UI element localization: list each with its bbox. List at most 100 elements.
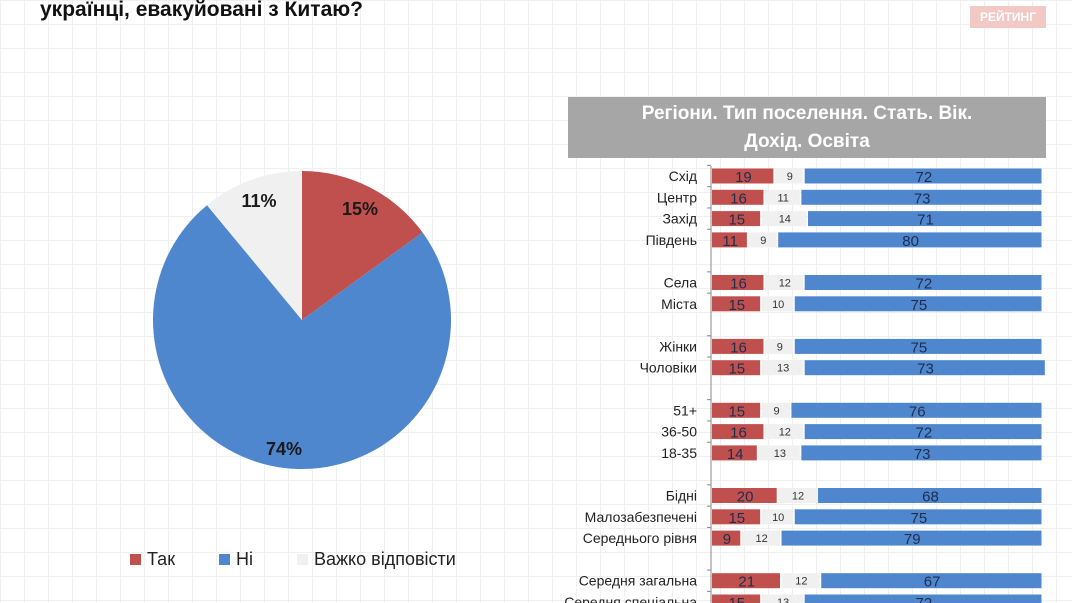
bar-segment: [761, 402, 790, 418]
bar-segment: [794, 509, 1042, 525]
bar-value-label: 15: [728, 212, 745, 229]
bar-value-label: 73: [917, 361, 934, 378]
bar-segment: [804, 424, 1042, 440]
bar-value-label: 10: [772, 299, 784, 311]
bar-segment: [712, 168, 774, 184]
rating-logo: РЕЙТИНГ: [970, 6, 1046, 28]
bar-category-label: Середня спеціальна: [564, 594, 697, 603]
bar-segment: [817, 488, 1042, 503]
bar-value-label: 16: [730, 276, 747, 293]
bar-value-label: 9: [760, 235, 766, 247]
bar-value-label: 12: [795, 576, 807, 588]
bar-value-label: 12: [756, 533, 768, 545]
bar-segment: [712, 402, 761, 418]
bar-segment: [781, 530, 1042, 546]
bar-chart-title: Регіони. Тип поселення. Стать. Вік. Дохі…: [568, 97, 1046, 158]
pie-label-3: 11%: [241, 191, 276, 211]
bar-category-label: Центр: [657, 189, 697, 205]
bar-value-label: 16: [730, 425, 747, 442]
legend-label-hard: Важко відповісти: [314, 549, 456, 569]
bar-chart-title-line1: Регіони. Тип поселення. Стать. Вік.: [641, 103, 973, 124]
bar-value-label: 20: [737, 489, 754, 506]
bar-segment: [761, 509, 794, 525]
bar-segment: [712, 530, 741, 546]
legend-swatch-hard: [297, 554, 308, 565]
bar-value-label: 9: [723, 531, 731, 548]
bar-value-label: 13: [774, 448, 786, 460]
bar-value-label: 73: [914, 446, 931, 463]
bar-category-label: Середня загальна: [579, 573, 698, 589]
pie-label-1: 15%: [342, 199, 378, 219]
bar-value-label: 12: [792, 491, 804, 503]
bar-segment: [712, 275, 764, 290]
bar-segment: [712, 338, 764, 354]
bar-segment: [761, 360, 804, 376]
bar-category-label: Жінки: [659, 338, 697, 354]
bar-value-label: 15: [728, 297, 745, 314]
bar-category-label: Чоловіки: [640, 360, 697, 376]
bar-segment: [712, 445, 757, 461]
bar-category-label: 51+: [673, 402, 697, 418]
bar-value-label: 15: [728, 403, 745, 420]
bar-segment: [804, 168, 1042, 184]
bar-value-label: 75: [911, 510, 928, 527]
bar-segment: [712, 509, 761, 525]
bar-value-label: 15: [728, 361, 745, 378]
bar-value-label: 16: [730, 339, 747, 356]
bar-segment: [712, 296, 761, 312]
bar-segment: [764, 275, 804, 290]
bar-value-label: 72: [915, 276, 932, 293]
pie-slice-3: [207, 171, 302, 320]
bar-value-label: 73: [914, 190, 931, 207]
bar-segment: [712, 232, 747, 248]
legend-swatch-yes: [130, 554, 141, 565]
bar-segment: [801, 445, 1042, 461]
bar-segment: [712, 488, 777, 503]
bar-segment: [774, 168, 804, 184]
bar-category-label: Схід: [669, 168, 697, 184]
bar-value-label: 80: [902, 233, 919, 250]
bar-category-label: Міста: [661, 296, 697, 312]
bar-value-label: 10: [772, 512, 784, 524]
bar-segment: [712, 360, 761, 376]
bar-value-label: 19: [735, 169, 752, 186]
bar-value-label: 15: [728, 595, 745, 603]
pie-slice-1: [302, 171, 423, 320]
bar-category-label: Малозабезпечені: [585, 509, 697, 525]
bar-value-label: 76: [909, 403, 926, 420]
bar-segment: [761, 211, 807, 227]
bar-segment: [741, 530, 781, 546]
bar-value-label: 21: [738, 574, 755, 591]
bar-value-label: 67: [924, 574, 941, 591]
bar-value-label: 9: [777, 341, 783, 353]
bar-value-label: 72: [915, 595, 932, 603]
legend-swatch-no: [219, 554, 230, 565]
bar-segment: [778, 488, 817, 503]
bar-segment: [712, 424, 764, 440]
pie-slice-2: [153, 205, 452, 470]
bar-value-label: 9: [773, 405, 779, 417]
bar-category-label: Середнього рівня: [583, 530, 697, 546]
bar-chart-title-line2: Дохід. Освіта: [744, 131, 870, 152]
bar-value-label: 71: [917, 212, 934, 229]
bar-value-label: 72: [915, 169, 932, 186]
bar-value-label: 14: [779, 214, 791, 226]
bar-segment: [804, 275, 1042, 290]
bar-category-label: 18-35: [661, 445, 697, 461]
bar-segment: [764, 189, 800, 205]
bar-segment: [807, 211, 1042, 227]
legend-label-yes: Так: [147, 549, 176, 569]
bar-segment: [801, 189, 1042, 205]
bar-segment: [712, 594, 761, 603]
bar-segment: [821, 573, 1042, 589]
bar-value-label: 72: [915, 425, 932, 442]
bar-segment: [781, 573, 820, 589]
bar-segment: [791, 402, 1042, 418]
bar-segment: [712, 573, 781, 589]
bar-segment: [758, 445, 800, 461]
bar-value-label: 75: [911, 297, 928, 314]
legend-item-hard: Важко відповісти: [297, 549, 456, 570]
bar-value-label: 12: [779, 427, 791, 439]
bar-value-label: 75: [911, 339, 928, 356]
